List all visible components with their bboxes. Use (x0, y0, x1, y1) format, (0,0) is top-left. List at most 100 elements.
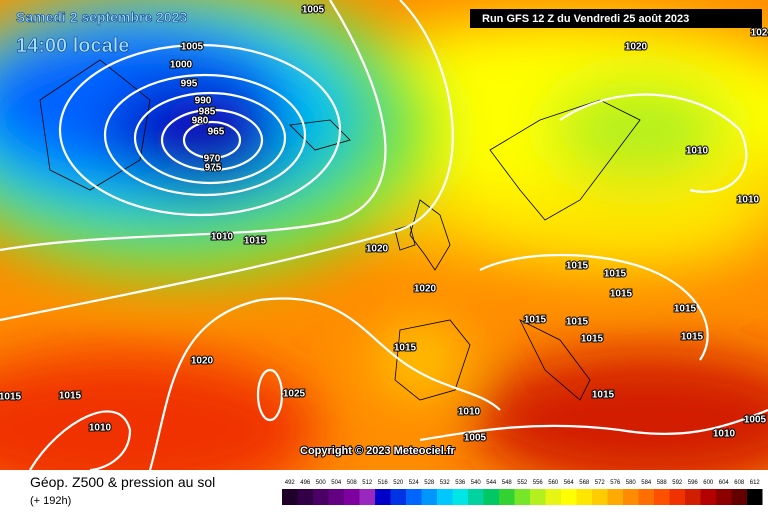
legend-swatch (390, 489, 406, 505)
legend-label: 588 (657, 480, 668, 486)
legend-label: 568 (579, 480, 590, 486)
legend-label: 600 (703, 480, 714, 486)
isobar-label: 1015 (674, 304, 697, 315)
isobar-label: 970 (204, 154, 221, 165)
legend-swatch (576, 489, 592, 505)
isobar-label: 1005 (464, 433, 487, 444)
legend-label: 500 (316, 480, 327, 486)
legend-swatch (561, 489, 577, 505)
isobar-label: 1025 (283, 389, 306, 400)
legend-swatch (421, 489, 437, 505)
legend-swatch (297, 489, 313, 505)
forecast-lead: (+ 192h) (30, 495, 71, 507)
legend-label: 548 (502, 480, 513, 486)
legend-swatch (359, 489, 375, 505)
isobars (0, 0, 768, 472)
isobar-labels: 1005 1005 1000 995 990 985 980 965 970 9… (0, 4, 768, 445)
isobar-label: 1015 (524, 315, 547, 326)
isobar-label: 980 (192, 116, 209, 127)
legend-label: 592 (672, 480, 683, 486)
legend-label: 596 (688, 480, 699, 486)
legend-swatch (437, 489, 453, 505)
run-info: Run GFS 12 Z du Vendredi 25 août 2023 (482, 13, 689, 25)
legend-swatch (545, 489, 561, 505)
legend-swatch (344, 489, 360, 505)
isobar-label: 965 (208, 127, 225, 138)
copyright: Copyright © 2023 Meteociel.fr (300, 445, 456, 457)
isobar-label: 1015 (244, 236, 267, 247)
legend-label: 516 (378, 480, 389, 486)
legend-label: 524 (409, 480, 420, 486)
legend-swatch (700, 489, 716, 505)
legend-label: 504 (331, 480, 342, 486)
isobar-label: 1000 (170, 60, 193, 71)
legend-label: 492 (285, 480, 296, 486)
isobar-label: 1015 (566, 261, 589, 272)
coastlines (39, 59, 641, 401)
footer-title: Géop. Z500 & pression au sol (30, 474, 215, 490)
isobar-label: 1010 (458, 407, 481, 418)
legend-swatch (747, 489, 763, 505)
legend-label: 520 (393, 480, 404, 486)
legend-swatch (638, 489, 654, 505)
legend-label: 608 (734, 480, 745, 486)
isobar-label: 1010 (713, 429, 736, 440)
legend-swatch (452, 489, 468, 505)
legend-label: 564 (564, 480, 575, 486)
isobar-label: 1020 (414, 284, 437, 295)
legend-label: 508 (347, 480, 358, 486)
legend-label: 496 (300, 480, 311, 486)
isobar-label: 1020 (366, 244, 389, 255)
forecast-time: 14:00 locale (16, 35, 129, 57)
legend-label: 552 (517, 480, 528, 486)
legend-label: 540 (471, 480, 482, 486)
legend-swatch (499, 489, 515, 505)
isobar-label: 1015 (610, 289, 633, 300)
legend-swatch (592, 489, 608, 505)
legend-label: 536 (455, 480, 466, 486)
legend-label: 528 (424, 480, 435, 486)
legend-swatch (468, 489, 484, 505)
isobar-label: 1015 (604, 269, 627, 280)
legend-label: 612 (750, 480, 761, 486)
isobar-label: 1015 (681, 332, 704, 343)
isobar-label: 1020 (625, 42, 648, 53)
legend-swatch (530, 489, 546, 505)
isobar-label: 995 (181, 79, 198, 90)
isobar-label: 1015 (59, 391, 82, 402)
isobar-label: 1010 (737, 195, 760, 206)
isobar-label: 1005 (744, 415, 767, 426)
legend-swatch (375, 489, 391, 505)
isobar-label: 985 (199, 107, 216, 118)
isobar-label: 1015 (394, 343, 417, 354)
isobar-label: 1005 (302, 5, 325, 16)
legend-swatch (654, 489, 670, 505)
legend-swatch (483, 489, 499, 505)
legend-swatch (607, 489, 623, 505)
legend-label: 604 (719, 480, 730, 486)
isobar-label: 1010 (89, 423, 112, 434)
isobar-label: 1015 (592, 390, 615, 401)
legend-label: 576 (610, 480, 621, 486)
legend-swatch (514, 489, 530, 505)
isobar-label: 102 (751, 28, 768, 39)
isobar-label: 1015 (0, 392, 22, 403)
color-legend: 492 496 500 504 508 512 516 520 524 528 532 536 540 5… (282, 480, 763, 505)
legend-label: 512 (362, 480, 373, 486)
legend-swatch (685, 489, 701, 505)
isobar-label: 1015 (581, 334, 604, 345)
isobar-label: 1010 (686, 146, 709, 157)
legend-label: 560 (548, 480, 559, 486)
legend-swatch (313, 489, 329, 505)
legend-swatch (623, 489, 639, 505)
isobar-label: 1020 (191, 356, 214, 367)
isobar-label: 990 (195, 96, 212, 107)
legend-label: 544 (486, 480, 497, 486)
legend-swatch (282, 489, 298, 505)
run-banner (470, 9, 762, 28)
isobar-label: 1010 (211, 232, 234, 243)
legend-swatch (669, 489, 685, 505)
